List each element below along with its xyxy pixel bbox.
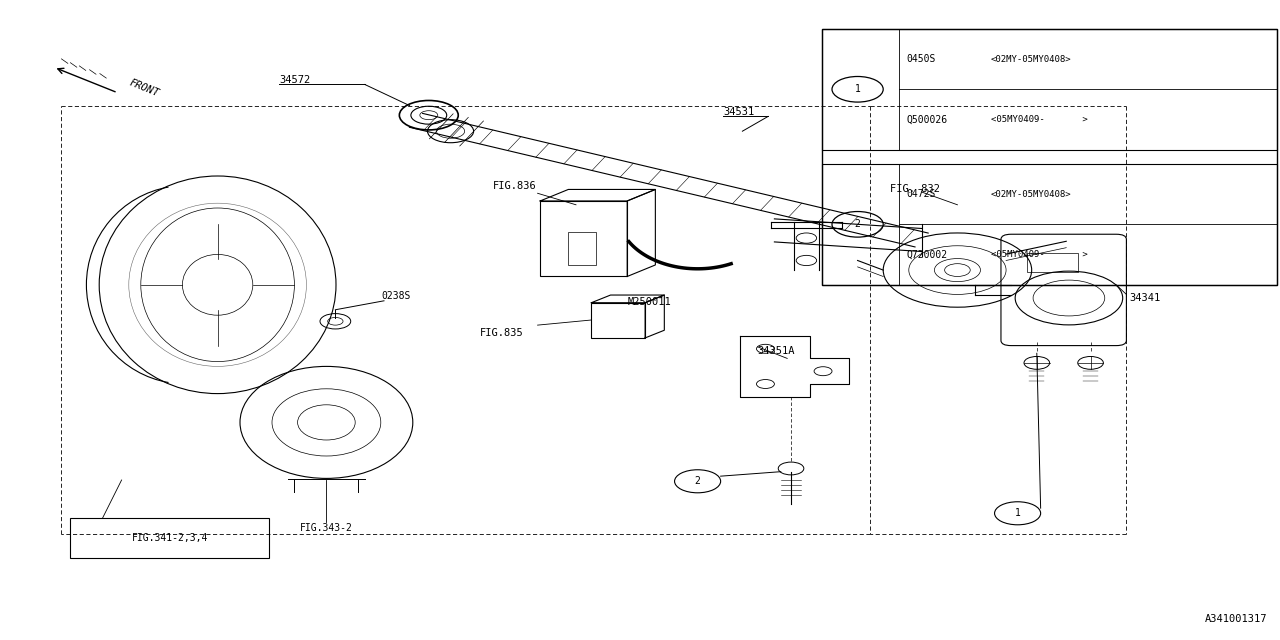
Bar — [822, 29, 1277, 285]
Text: FRONT: FRONT — [128, 78, 161, 99]
Bar — [822, 164, 1277, 285]
Text: A341001317: A341001317 — [1204, 614, 1267, 624]
Text: FIG.836: FIG.836 — [493, 180, 536, 191]
Bar — [822, 29, 1277, 150]
Text: 34572: 34572 — [279, 75, 310, 85]
Text: <02MY-05MY0408>: <02MY-05MY0408> — [991, 189, 1071, 198]
Text: FIG.341-2,3,4: FIG.341-2,3,4 — [132, 533, 209, 543]
Text: <02MY-05MY0408>: <02MY-05MY0408> — [991, 54, 1071, 63]
Text: 2: 2 — [695, 476, 700, 486]
Text: 34351A: 34351A — [758, 346, 795, 356]
Bar — [568, 232, 596, 265]
Text: FIG.343-2: FIG.343-2 — [300, 523, 353, 533]
Bar — [70, 518, 269, 558]
Text: M250011: M250011 — [627, 297, 671, 307]
Text: <05MY0409-       >: <05MY0409- > — [991, 115, 1088, 124]
Text: 0450S: 0450S — [906, 54, 936, 64]
Text: 0238S: 0238S — [381, 291, 411, 301]
Text: 1: 1 — [855, 84, 860, 94]
Text: 34531: 34531 — [723, 107, 754, 117]
Text: 1: 1 — [1015, 508, 1020, 518]
Bar — [540, 201, 627, 276]
Text: FIG.835: FIG.835 — [480, 328, 524, 338]
Text: 2: 2 — [855, 220, 860, 229]
Bar — [591, 303, 645, 338]
Text: Q720002: Q720002 — [906, 250, 947, 260]
Text: 34341: 34341 — [1129, 292, 1160, 303]
Bar — [1027, 253, 1078, 272]
Text: Q500026: Q500026 — [906, 115, 947, 125]
Text: FIG. 832: FIG. 832 — [890, 184, 940, 194]
Text: 0472S: 0472S — [906, 189, 936, 199]
Text: <05MY0409-       >: <05MY0409- > — [991, 250, 1088, 259]
